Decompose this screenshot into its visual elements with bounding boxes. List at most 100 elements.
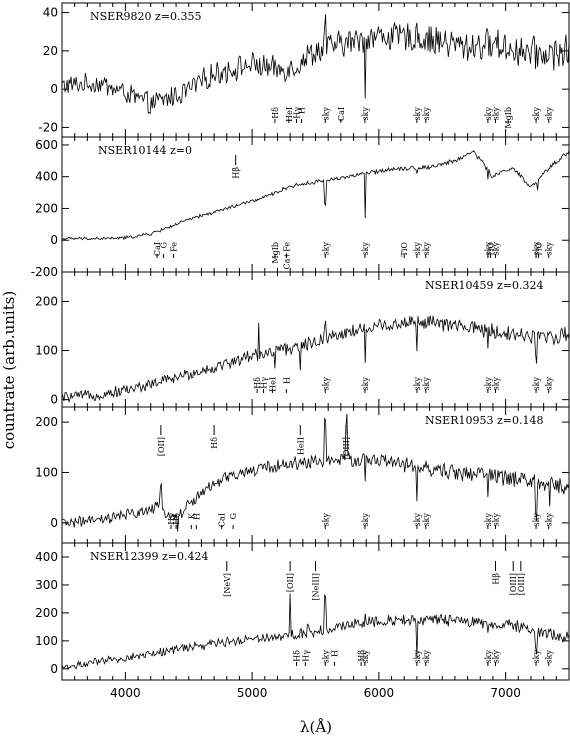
panel-3-line-label: sky (491, 377, 500, 391)
panel-5-line-label: sky (545, 650, 554, 664)
panel-2-ytick-label: 400 (35, 170, 58, 184)
panel-2-ytick-label: 600 (35, 138, 58, 152)
panel-1-line-label: sky (491, 107, 500, 121)
panel-3-line-label: Hγ (260, 377, 269, 389)
y-axis-label: countrate (arb.units) (0, 291, 18, 450)
panel-5-ytick-label: 300 (35, 578, 58, 592)
panel-3-line-label: H (282, 377, 291, 384)
panel-5-line-label: [OIII] (517, 573, 526, 595)
panel-4-line-label: [OIII] (342, 437, 351, 459)
panel-3-ytick-label: 100 (35, 344, 58, 358)
panel-2-line-label: G (159, 242, 168, 248)
x-tick-label: 7000 (490, 686, 521, 700)
panel-2-ytick-label: 0 (50, 233, 58, 247)
panel-3-line-label: sky (545, 377, 554, 391)
panel-4-ytick-label: 200 (35, 415, 58, 429)
panel-3-line-label: sky (413, 377, 422, 391)
panel-4-spectrum (61, 413, 570, 532)
panel-2-line-label: Hβ (232, 167, 241, 179)
panel-4-line-label: HeII (296, 437, 305, 455)
panel-2-line-label: CaI (153, 242, 162, 256)
panel-4-line-label: sky (361, 513, 370, 527)
x-tick-label: 4000 (110, 686, 141, 700)
panel-2-ytick-label: -200 (31, 265, 58, 279)
panel-5-title: NSER12399 z=0.424 (90, 550, 208, 563)
panel-4-line-label: Hδ (210, 437, 219, 449)
panel-4-ytick-label: 0 (50, 516, 58, 530)
panel-2-line-label: Fe (170, 242, 179, 252)
panel-3-line-label: sky (484, 377, 493, 391)
panel-3-ytick-label: 0 (50, 393, 58, 407)
panel-4-line-label: CaI (218, 513, 227, 527)
panel-4-line-label: [OII] (157, 437, 166, 456)
panel-5-ytick-label: 200 (35, 606, 58, 620)
panel-5-line-label: [OII] (286, 573, 295, 592)
panel-3-line-label: HeI (268, 377, 277, 392)
panel-3-line-label: sky (361, 377, 370, 391)
panel-5-line-label: Hβ (357, 650, 366, 662)
panel-4-line-label: H (192, 513, 201, 520)
panel-1-title: NSER9820 z=0.355 (90, 10, 201, 23)
panel-5-line-label: sky (321, 650, 330, 664)
panel-1-ytick-label: 40 (43, 6, 58, 20)
panel-1-line-label: sky (484, 107, 493, 121)
panel-4-line-label: sky (321, 513, 330, 527)
panel-5-line-label: Hγ (301, 650, 310, 662)
panel-2-line-label: sky (545, 242, 554, 256)
panel-5-line-label: sky (532, 650, 541, 664)
panel-2-line-label: sky (484, 242, 493, 256)
panel-2-ytick-label: 200 (35, 201, 58, 215)
panel-1-spectrum (61, 14, 570, 115)
panel-4-ytick-label: 100 (35, 465, 58, 479)
panel-2-line-label: sky (321, 242, 330, 256)
x-tick-label: 5000 (237, 686, 268, 700)
panel-3-line-label: Hδ (253, 377, 262, 389)
panel-4-title: NSER10953 z=0.148 (425, 414, 543, 427)
x-axis-label: λ(Å) (300, 718, 332, 736)
panel-1-line-label: sky (545, 107, 554, 121)
panel-1-line-label: sky (361, 107, 370, 121)
panel-1-line-label: sky (321, 107, 330, 121)
panel-3-spectrum (61, 315, 570, 404)
panel-5-ytick-label: 400 (35, 550, 58, 564)
panel-2-line-label: TiO (486, 242, 495, 257)
panel-1-ytick-label: 20 (43, 44, 58, 58)
panel-3-line-label: sky (321, 377, 330, 391)
panel-1-ytick-label: 0 (50, 82, 58, 96)
panel-4-line-label: Hδ (172, 513, 181, 525)
panel-2-line-label: TiO (535, 242, 544, 257)
panel-1-line-label: sky (413, 107, 422, 121)
panel-5-ytick-label: 0 (50, 662, 58, 676)
panel-2-line-label: sky (413, 242, 422, 256)
panel-5-line-label: [NeV] (223, 573, 232, 597)
panel-5-line-label: Hβ (491, 573, 500, 585)
panel-5-line-label: sky (422, 650, 431, 664)
panel-1-line-label: Hγ (292, 107, 301, 119)
panel-3-line-label: sky (422, 377, 431, 391)
panel-4-line-label: sky (484, 513, 493, 527)
panel-3-ytick-label: 200 (35, 294, 58, 308)
panel-5-line-label: Hδ (292, 650, 301, 662)
panel-4-line-label: sky (422, 513, 431, 527)
panel-1-line-label: sky (422, 107, 431, 121)
panel-2-line-label: sky (532, 242, 541, 256)
panel-4-line-label: sky (545, 513, 554, 527)
panel-4-line-label: sky (491, 513, 500, 527)
panel-1-ytick-label: -20 (38, 120, 58, 134)
panel-5-line-label: sky (491, 650, 500, 664)
panel-5-spectrum (61, 593, 570, 670)
panel-5-line-label: sky (361, 650, 370, 664)
panel-2-line-label: TiO (400, 242, 409, 257)
panel-4-line-label: sky (413, 513, 422, 527)
panel-5-line-label: [NeIII] (312, 573, 321, 600)
panel-3-line-label: sky (532, 377, 541, 391)
panel-2-line-label: sky (491, 242, 500, 256)
panel-5-line-label: sky (413, 650, 422, 664)
panel-5-line-label: H (331, 650, 340, 657)
panel-4-line-label: sky (532, 513, 541, 527)
panel-1-line-label: CaI (337, 107, 346, 121)
panel-2-line-label: sky (361, 242, 370, 256)
panel-1-line-label: sky (532, 107, 541, 121)
panel-3-title: NSER10459 z=0.324 (425, 279, 543, 292)
panel-2-line-label: Ca+Fe (282, 242, 291, 270)
